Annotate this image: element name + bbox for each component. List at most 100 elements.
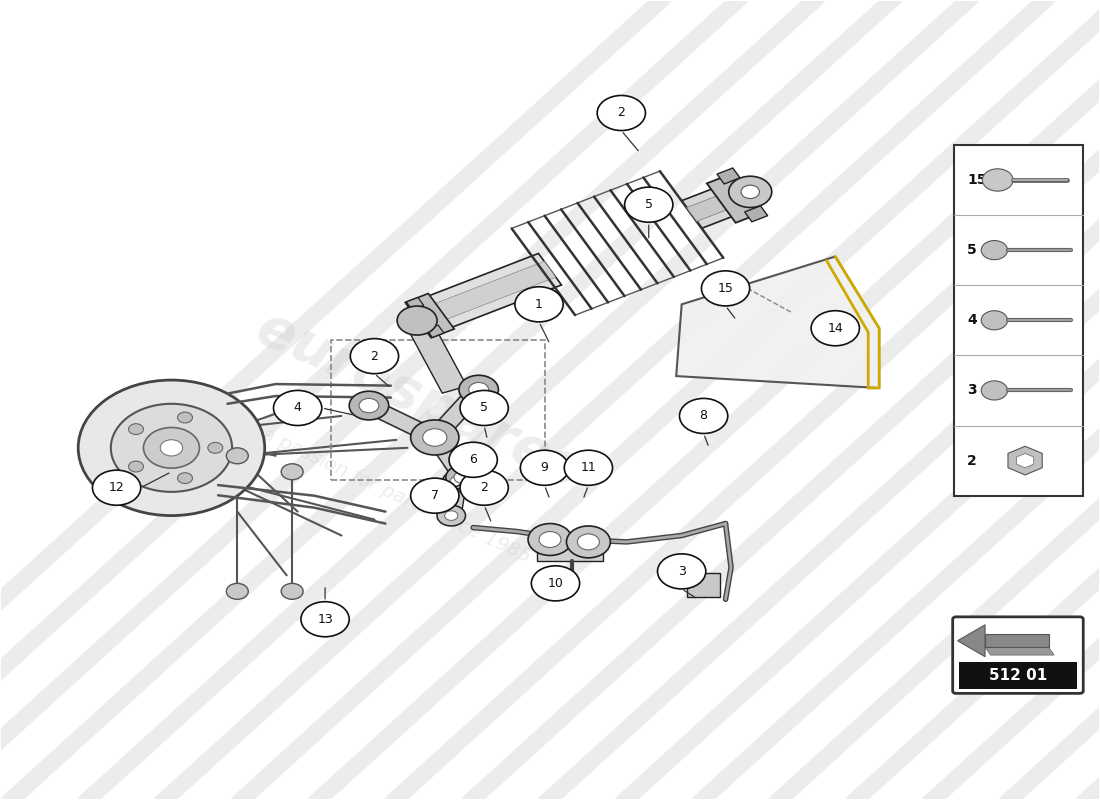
Circle shape — [129, 461, 143, 472]
Circle shape — [437, 506, 465, 526]
Circle shape — [78, 380, 265, 515]
Text: 512 01: 512 01 — [989, 667, 1047, 682]
Circle shape — [301, 602, 349, 637]
Polygon shape — [682, 186, 741, 228]
Bar — [331, 340, 544, 480]
Polygon shape — [1008, 446, 1042, 475]
Polygon shape — [427, 386, 487, 442]
Polygon shape — [412, 262, 556, 328]
Polygon shape — [686, 192, 736, 222]
Polygon shape — [427, 325, 444, 338]
Text: 1: 1 — [535, 298, 543, 311]
Circle shape — [422, 429, 447, 446]
Circle shape — [274, 390, 322, 426]
Text: a passion for parts since 1985: a passion for parts since 1985 — [258, 425, 534, 566]
Polygon shape — [707, 173, 762, 222]
Circle shape — [177, 473, 192, 483]
Circle shape — [460, 390, 508, 426]
Circle shape — [446, 466, 478, 490]
Polygon shape — [984, 647, 1054, 655]
Circle shape — [92, 470, 141, 506]
Text: 4: 4 — [294, 402, 301, 414]
Circle shape — [282, 464, 304, 480]
Text: 3: 3 — [678, 565, 685, 578]
Circle shape — [349, 391, 388, 420]
Polygon shape — [427, 434, 470, 480]
Text: 2: 2 — [967, 454, 977, 467]
Circle shape — [359, 398, 378, 413]
Polygon shape — [717, 168, 740, 184]
Circle shape — [177, 412, 192, 423]
Text: 2: 2 — [371, 350, 378, 362]
Text: 10: 10 — [548, 577, 563, 590]
Polygon shape — [984, 634, 1048, 647]
Text: 9: 9 — [540, 462, 549, 474]
Text: 14: 14 — [827, 322, 844, 334]
Text: 6: 6 — [470, 454, 477, 466]
Bar — [688, 573, 720, 597]
Circle shape — [449, 442, 497, 478]
Polygon shape — [745, 206, 768, 222]
Circle shape — [460, 470, 508, 506]
Circle shape — [450, 477, 463, 486]
Polygon shape — [958, 625, 984, 657]
Circle shape — [625, 187, 673, 222]
Circle shape — [444, 511, 458, 520]
Polygon shape — [407, 254, 561, 336]
Circle shape — [469, 382, 488, 397]
Circle shape — [728, 176, 772, 207]
Circle shape — [741, 185, 759, 198]
Circle shape — [811, 310, 859, 346]
Text: eurospares: eurospares — [248, 302, 588, 498]
Text: 5: 5 — [481, 402, 488, 414]
Text: 2: 2 — [617, 106, 625, 119]
Circle shape — [981, 381, 1008, 400]
Text: 8: 8 — [700, 410, 707, 422]
Bar — [954, 145, 1084, 496]
Text: 7: 7 — [431, 489, 439, 502]
Circle shape — [282, 583, 304, 599]
Circle shape — [454, 471, 471, 483]
Polygon shape — [1016, 454, 1034, 468]
Circle shape — [161, 440, 183, 456]
Circle shape — [981, 310, 1008, 330]
Circle shape — [515, 286, 563, 322]
Circle shape — [566, 526, 610, 558]
Circle shape — [208, 442, 223, 454]
Circle shape — [528, 523, 572, 555]
Circle shape — [982, 169, 1013, 191]
Circle shape — [442, 471, 471, 492]
Circle shape — [111, 404, 232, 492]
Circle shape — [531, 566, 580, 601]
Circle shape — [143, 427, 199, 468]
Circle shape — [227, 583, 249, 599]
Polygon shape — [405, 294, 454, 338]
Polygon shape — [400, 309, 466, 393]
Text: 15: 15 — [717, 282, 734, 295]
Polygon shape — [441, 481, 466, 517]
Text: 15: 15 — [967, 173, 987, 187]
Text: 11: 11 — [581, 462, 596, 474]
Circle shape — [981, 241, 1008, 260]
Circle shape — [564, 450, 613, 486]
Circle shape — [129, 424, 143, 434]
Text: 5: 5 — [967, 243, 977, 257]
Text: 5: 5 — [645, 198, 652, 211]
Circle shape — [597, 95, 646, 130]
Bar — [537, 537, 603, 561]
Circle shape — [410, 478, 459, 514]
Text: 13: 13 — [317, 613, 333, 626]
FancyBboxPatch shape — [953, 617, 1084, 694]
Bar — [959, 662, 1077, 689]
Circle shape — [459, 375, 498, 404]
Text: 3: 3 — [967, 383, 977, 398]
Circle shape — [410, 420, 459, 455]
Text: 4: 4 — [967, 314, 977, 327]
Circle shape — [539, 531, 561, 547]
Polygon shape — [363, 400, 440, 443]
Circle shape — [680, 398, 728, 434]
Circle shape — [227, 448, 249, 464]
Circle shape — [520, 450, 569, 486]
Text: 12: 12 — [109, 481, 124, 494]
Circle shape — [702, 271, 750, 306]
